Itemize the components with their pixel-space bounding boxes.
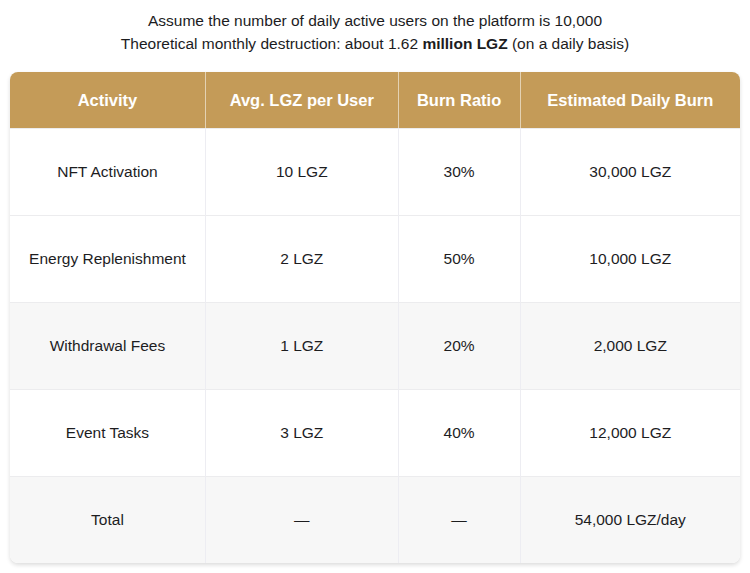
burn-table: ActivityAvg. LGZ per UserBurn RatioEstim…	[10, 72, 740, 563]
table-body: NFT Activation10 LGZ30%30,000 LGZEnergy …	[10, 128, 740, 563]
table-cell: Withdrawal Fees	[10, 302, 205, 389]
table-cell: 10,000 LGZ	[520, 215, 740, 302]
page: Assume the number of daily active users …	[0, 0, 750, 573]
table-cell: 2,000 LGZ	[520, 302, 740, 389]
caption-line-1: Assume the number of daily active users …	[0, 9, 750, 32]
table-cell: Energy Replenishment	[10, 215, 205, 302]
table-cell: 20%	[398, 302, 520, 389]
table-cell: —	[398, 476, 520, 563]
table-cell: 10 LGZ	[205, 128, 398, 215]
table-row: Withdrawal Fees1 LGZ20%2,000 LGZ	[10, 302, 740, 389]
table-cell: 3 LGZ	[205, 389, 398, 476]
caption-line-2-bold: million LGZ	[422, 35, 507, 52]
table-caption: Assume the number of daily active users …	[0, 0, 750, 55]
table-cell: 54,000 LGZ/day	[520, 476, 740, 563]
burn-table-container: ActivityAvg. LGZ per UserBurn RatioEstim…	[10, 72, 740, 563]
table-cell: 2 LGZ	[205, 215, 398, 302]
table-cell: Total	[10, 476, 205, 563]
table-cell: Event Tasks	[10, 389, 205, 476]
table-cell: 30%	[398, 128, 520, 215]
table-cell: 30,000 LGZ	[520, 128, 740, 215]
column-header-4: Estimated Daily Burn	[520, 72, 740, 128]
caption-line-2-prefix: Theoretical monthly destruction: about 1…	[121, 35, 423, 52]
table-header-row: ActivityAvg. LGZ per UserBurn RatioEstim…	[10, 72, 740, 128]
column-header-2: Avg. LGZ per User	[205, 72, 398, 128]
column-header-3: Burn Ratio	[398, 72, 520, 128]
table-row: Total——54,000 LGZ/day	[10, 476, 740, 563]
table-cell: 50%	[398, 215, 520, 302]
table-cell: —	[205, 476, 398, 563]
table-row: Event Tasks3 LGZ40%12,000 LGZ	[10, 389, 740, 476]
table-cell: 40%	[398, 389, 520, 476]
table-cell: 1 LGZ	[205, 302, 398, 389]
table-cell: 12,000 LGZ	[520, 389, 740, 476]
table-cell: NFT Activation	[10, 128, 205, 215]
caption-line-2-suffix: (on a daily basis)	[508, 35, 629, 52]
table-row: Energy Replenishment2 LGZ50%10,000 LGZ	[10, 215, 740, 302]
caption-line-2: Theoretical monthly destruction: about 1…	[0, 32, 750, 55]
column-header-1: Activity	[10, 72, 205, 128]
table-row: NFT Activation10 LGZ30%30,000 LGZ	[10, 128, 740, 215]
